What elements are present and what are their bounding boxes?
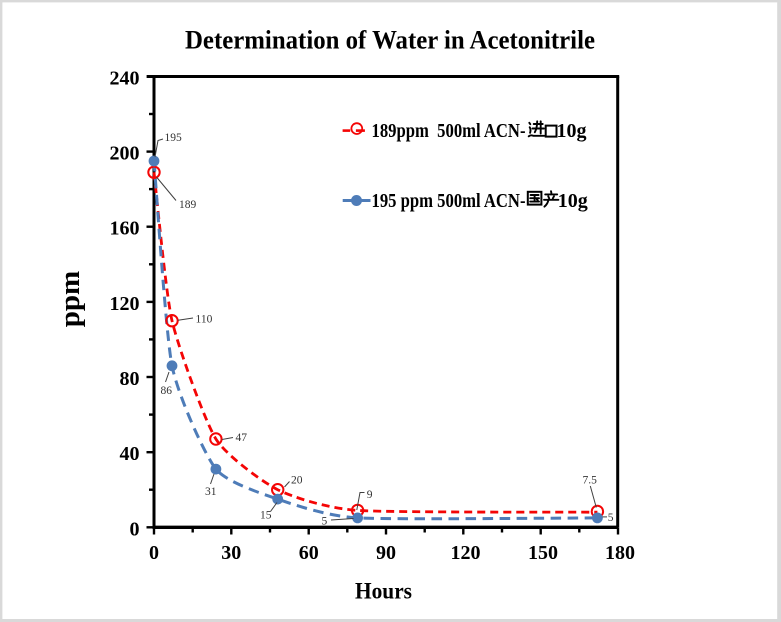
svg-text:15: 15: [260, 510, 272, 522]
svg-text:160: 160: [110, 218, 140, 240]
svg-text:5: 5: [608, 512, 614, 524]
svg-text:120: 120: [451, 542, 481, 564]
svg-text:30: 30: [221, 542, 241, 564]
svg-text:200: 200: [110, 143, 140, 165]
svg-text:80: 80: [120, 368, 140, 390]
svg-text:120: 120: [110, 293, 140, 315]
svg-text:9: 9: [367, 489, 373, 501]
svg-text:40: 40: [120, 443, 140, 465]
svg-text:7.5: 7.5: [583, 475, 598, 487]
svg-text:86: 86: [161, 385, 173, 397]
svg-text:189ppm 500ml ACN-: 189ppm 500ml ACN-: [372, 120, 526, 142]
svg-text:195 ppm 500ml ACN-: 195 ppm 500ml ACN-: [372, 190, 526, 212]
svg-text:0: 0: [149, 542, 159, 564]
svg-text:10g: 10g: [558, 190, 588, 212]
svg-text:90: 90: [376, 542, 396, 564]
svg-text:110: 110: [196, 314, 213, 326]
svg-text:5: 5: [322, 516, 328, 528]
svg-text:20: 20: [291, 475, 303, 487]
svg-text:195: 195: [165, 132, 183, 144]
svg-text:60: 60: [299, 542, 319, 564]
svg-text:31: 31: [205, 486, 217, 498]
svg-text:189: 189: [179, 199, 197, 211]
svg-text:240: 240: [110, 68, 140, 90]
svg-text:ppm: ppm: [54, 271, 86, 327]
svg-text:180: 180: [605, 542, 635, 564]
svg-text:10g: 10g: [557, 120, 587, 142]
svg-text:150: 150: [528, 542, 558, 564]
svg-text:Hours: Hours: [355, 579, 412, 604]
svg-text:47: 47: [236, 432, 248, 444]
svg-text:Determination of Water in Acet: Determination of Water in Acetonitrile: [185, 26, 595, 55]
svg-text:0: 0: [130, 518, 140, 540]
